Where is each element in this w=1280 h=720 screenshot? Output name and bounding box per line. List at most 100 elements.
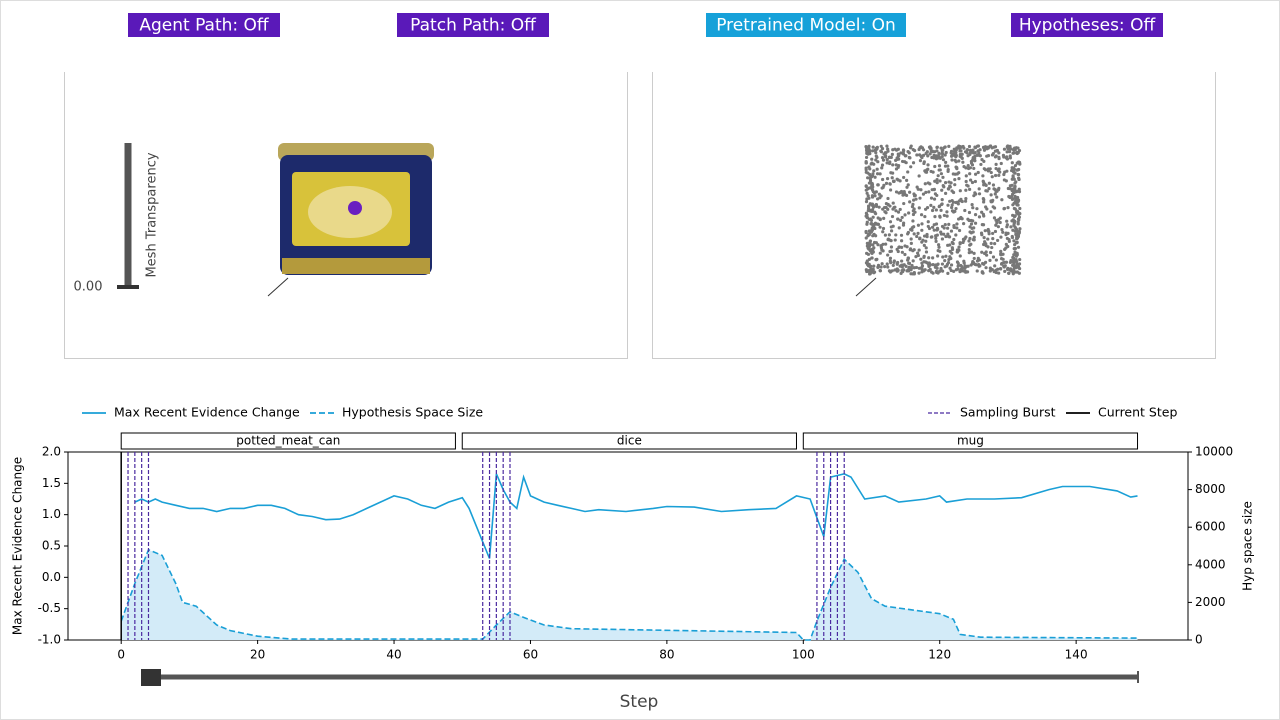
cloud-point: [887, 161, 892, 166]
cloud-point: [931, 256, 935, 260]
cloud-point: [911, 272, 915, 276]
cloud-point: [997, 155, 1001, 159]
y-tick-label: 0.5: [42, 539, 61, 553]
cloud-point: [962, 164, 966, 169]
cloud-point: [871, 145, 875, 149]
cloud-point: [890, 152, 894, 156]
cloud-point: [898, 207, 902, 212]
y-tick-label: -0.5: [38, 601, 61, 615]
toggle-label: Pretrained Model: On: [716, 16, 896, 36]
cloud-point: [927, 256, 931, 260]
cloud-point: [957, 228, 962, 233]
cloud-point: [925, 232, 929, 237]
cloud-point: [949, 229, 954, 233]
cloud-point: [984, 183, 988, 187]
cloud-point: [874, 241, 878, 245]
cloud-point: [1016, 150, 1020, 155]
y-tick-label: -1.0: [38, 633, 61, 647]
cloud-point: [1016, 195, 1020, 200]
cloud-point: [875, 172, 880, 176]
cloud-point: [905, 178, 909, 183]
cloud-point: [895, 269, 899, 273]
cloud-point: [909, 237, 913, 241]
cloud-point: [875, 155, 879, 159]
cloud-point: [977, 192, 982, 196]
cloud-point: [915, 234, 919, 239]
cloud-point: [939, 146, 943, 150]
cloud-point: [941, 183, 945, 188]
cloud-point: [950, 205, 954, 210]
cloud-point: [872, 264, 876, 268]
cloud-point: [914, 197, 918, 201]
cloud-point: [969, 178, 973, 182]
toggle-button[interactable]: [128, 13, 280, 37]
toggle-button[interactable]: [1011, 13, 1163, 37]
cloud-point: [940, 188, 944, 192]
toggle-button[interactable]: [706, 13, 906, 37]
cloud-point: [1009, 147, 1013, 151]
cloud-point: [890, 214, 895, 219]
cloud-point: [902, 268, 906, 272]
cloud-point: [885, 161, 889, 165]
cloud-point: [973, 221, 978, 225]
cloud-point: [933, 179, 937, 183]
cloud-point: [933, 164, 937, 169]
cloud-point: [920, 222, 924, 226]
cloud-point: [961, 269, 966, 273]
cloud-point: [883, 233, 887, 237]
toggle-button[interactable]: [397, 13, 549, 37]
cloud-point: [973, 179, 977, 184]
y-tick-label: 2.0: [42, 445, 61, 459]
y-tick-label: 1.0: [42, 507, 61, 521]
cloud-point: [940, 198, 944, 202]
cloud-point: [879, 244, 883, 249]
cloud-point: [964, 188, 968, 192]
y-tick-label: 0.0: [42, 570, 61, 584]
cloud-point: [962, 259, 966, 263]
cloud-point: [922, 243, 926, 248]
mesh-slider-handle[interactable]: [117, 285, 139, 289]
cloud-point: [1007, 150, 1012, 154]
cloud-point: [934, 222, 939, 226]
y2-axis-label: Hyp space size: [1241, 501, 1255, 591]
cloud-point: [889, 171, 893, 175]
cloud-point: [865, 260, 869, 265]
cloud-point: [936, 254, 940, 258]
cloud-point: [968, 148, 973, 152]
cloud-point: [997, 186, 1001, 190]
cloud-point: [916, 253, 920, 258]
toggle-label: Agent Path: Off: [139, 16, 270, 36]
cloud-point: [937, 245, 941, 249]
cloud-point: [968, 172, 972, 176]
cloud-point: [947, 180, 951, 184]
cloud-point: [994, 162, 998, 166]
step-slider-handle[interactable]: [141, 669, 161, 686]
cloud-point: [939, 208, 943, 212]
cloud-point: [973, 146, 978, 150]
cloud-point: [984, 244, 988, 248]
cloud-point: [1010, 260, 1014, 264]
cloud-point: [884, 151, 888, 155]
cloud-point: [912, 232, 916, 236]
cloud-point: [968, 236, 972, 241]
cloud-point: [928, 263, 932, 267]
cloud-point: [987, 229, 991, 234]
cloud-point: [947, 234, 951, 239]
cloud-point: [880, 166, 884, 170]
cloud-point: [972, 256, 976, 261]
y2-tick-label: 10000: [1195, 445, 1233, 459]
cloud-point: [983, 260, 988, 264]
cloud-point: [867, 151, 872, 155]
cloud-point: [900, 259, 904, 263]
cloud-point: [917, 174, 921, 178]
cloud-point: [902, 189, 906, 194]
cloud-point: [967, 247, 971, 252]
cloud-point: [907, 155, 911, 160]
cloud-point: [939, 172, 944, 176]
cloud-point: [1011, 213, 1015, 217]
cloud-point: [988, 144, 992, 148]
cloud-point: [897, 191, 901, 195]
cloud-point: [920, 266, 924, 270]
cloud-point: [997, 151, 1001, 155]
cloud-point: [962, 238, 966, 243]
